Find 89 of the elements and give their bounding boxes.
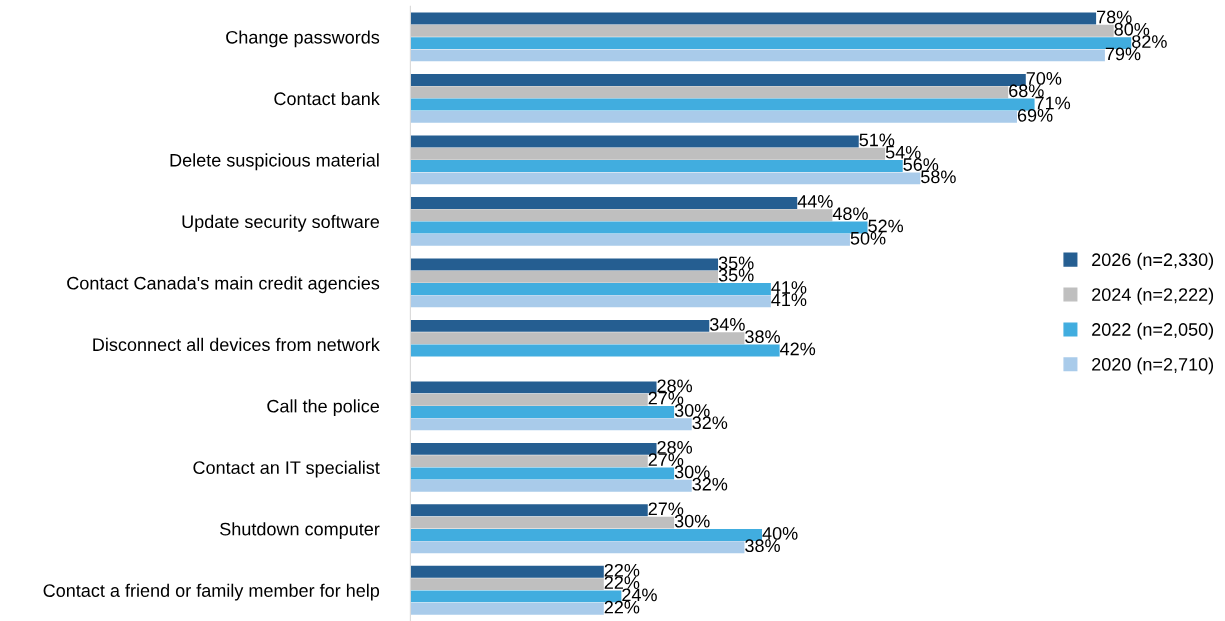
data-label: 38%: [745, 539, 780, 553]
data-label: 56%: [903, 158, 939, 171]
bar: [410, 602, 604, 615]
data-label: 48%: [832, 207, 868, 221]
bar: [410, 172, 921, 185]
data-label: 68%: [1009, 84, 1044, 98]
data-label: 41%: [771, 281, 807, 294]
data-label: 78%: [1097, 10, 1132, 24]
data-label: 30%: [674, 465, 710, 479]
data-label: 82%: [1132, 35, 1167, 48]
bar: [410, 24, 1114, 37]
data-label: 27%: [648, 453, 684, 466]
data-label: 71%: [1035, 96, 1071, 110]
bar: [410, 209, 833, 222]
bar: [410, 233, 850, 246]
data-label: 41%: [771, 293, 807, 307]
bar: [410, 442, 657, 455]
bar: [410, 516, 675, 529]
bar: [410, 196, 798, 209]
y-tick-label: Contact a friend or family member for help: [43, 583, 380, 601]
legend-label: 2026 (n=2,330): [1092, 252, 1214, 270]
bar: [410, 221, 868, 234]
data-label: 52%: [868, 219, 904, 233]
bar: [410, 578, 604, 591]
data-label: 40%: [762, 526, 798, 540]
data-label: 30%: [674, 404, 710, 417]
data-label: 22%: [604, 600, 640, 614]
bar: [410, 74, 1026, 86]
data-label: 42%: [780, 342, 816, 356]
legend-label: 2022 (n=2,050): [1092, 322, 1214, 340]
data-label: 22%: [604, 576, 640, 589]
bar: [410, 86, 1009, 99]
data-label: 69%: [1017, 108, 1053, 122]
bar: [410, 565, 604, 578]
data-label: 44%: [797, 195, 833, 208]
data-label: 30%: [674, 514, 710, 528]
y-tick-label: Delete suspicious material: [170, 153, 379, 171]
bar: [410, 406, 675, 418]
y-tick-label: Disconnect all devices from network: [93, 337, 380, 352]
bar: [410, 160, 903, 173]
bar: [410, 283, 771, 295]
data-label: 28%: [657, 379, 693, 393]
bar: [410, 418, 692, 431]
data-label: 79%: [1105, 47, 1141, 61]
y-tick-label: Contact an IT specialist: [193, 460, 380, 478]
bar: [410, 258, 719, 271]
data-label: 27%: [648, 391, 684, 405]
data-label: 50%: [850, 231, 886, 245]
data-label: 35%: [718, 256, 754, 270]
y-tick-label: Contact bank: [274, 91, 380, 106]
bar: [410, 319, 710, 332]
data-label: 22%: [604, 563, 640, 577]
bar: [410, 344, 780, 357]
data-label: 32%: [692, 477, 728, 491]
bar: [410, 504, 648, 517]
bar: [410, 12, 1097, 25]
bar: [410, 147, 886, 160]
bar: [410, 393, 648, 406]
data-label: 35%: [718, 268, 754, 282]
legend-label: 2024 (n=2,222): [1092, 287, 1214, 305]
y-tick-label: Contact Canada's main credit agencies: [67, 276, 380, 294]
bar: [410, 270, 719, 283]
data-label: 54%: [885, 145, 921, 159]
bar: [410, 295, 771, 308]
y-tick-label: Shutdown computer: [220, 522, 380, 540]
bar: [410, 332, 745, 345]
bar: [410, 541, 745, 554]
data-label: 51%: [859, 133, 895, 147]
data-label: 70%: [1026, 72, 1062, 85]
data-label: 24%: [622, 588, 657, 602]
data-label: 80%: [1114, 22, 1150, 36]
data-label: 58%: [921, 170, 956, 184]
y-tick-label: Change passwords: [226, 30, 380, 48]
bar: [410, 528, 763, 541]
bar: [410, 467, 675, 480]
data-label: 34%: [709, 317, 745, 331]
bar: [410, 49, 1105, 62]
bar: [410, 455, 648, 468]
data-label: 38%: [745, 330, 780, 344]
y-tick-label: Update security software: [182, 214, 380, 232]
bar: [410, 110, 1017, 123]
bar: [410, 479, 692, 492]
data-label: 27%: [648, 502, 684, 516]
bar: [410, 98, 1035, 111]
data-label: 32%: [692, 416, 728, 430]
legend-label: 2020 (n=2,710): [1092, 357, 1214, 375]
y-tick-label: Call the police: [267, 399, 380, 417]
bar: [410, 135, 859, 148]
data-label: 28%: [657, 440, 693, 454]
